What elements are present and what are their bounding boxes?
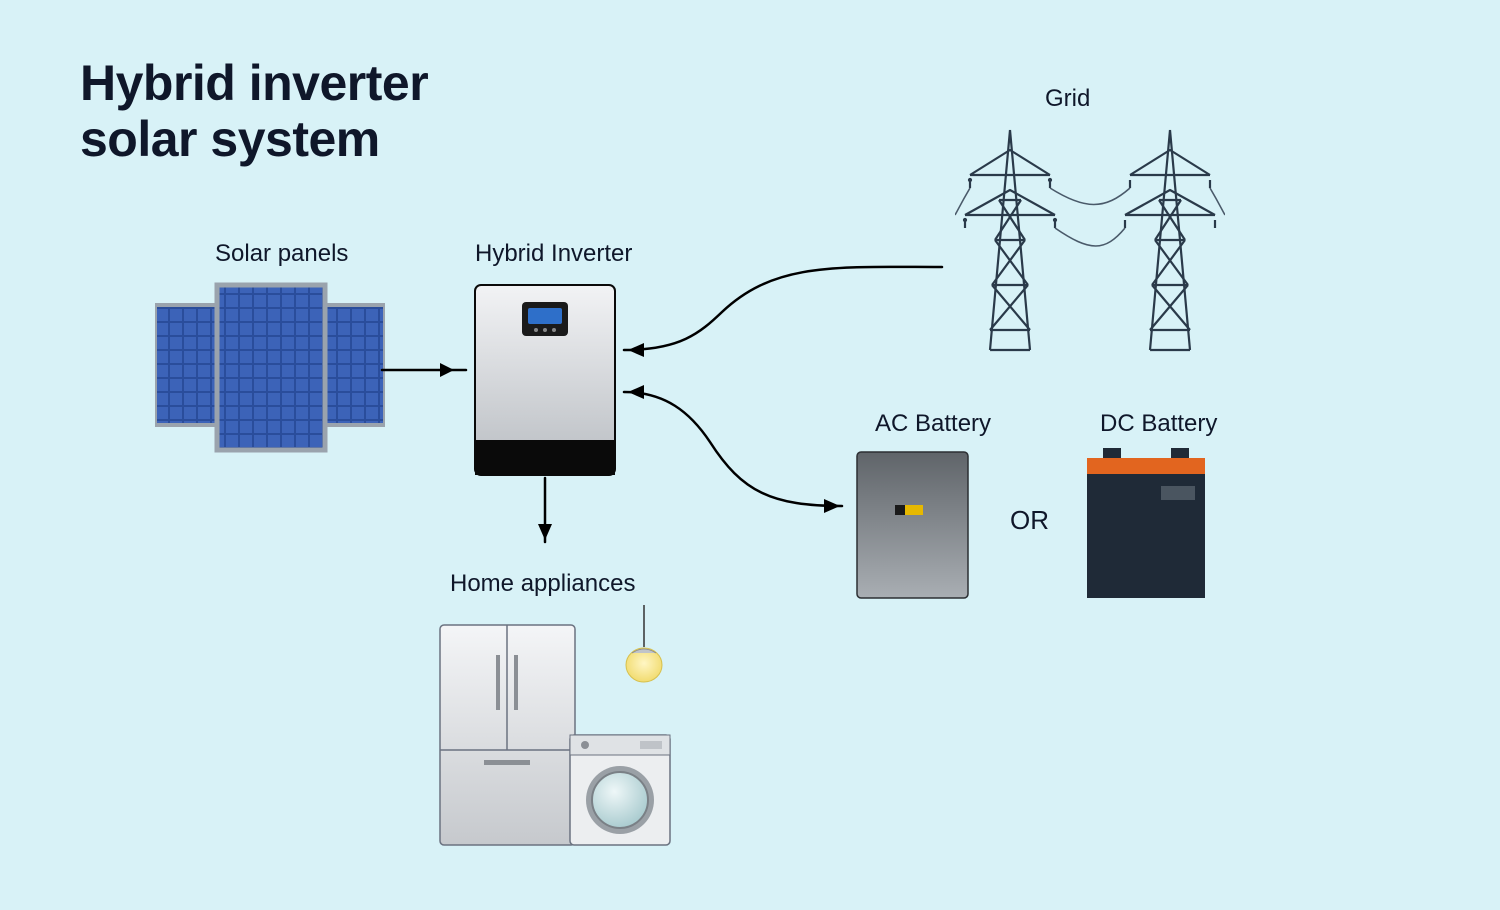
diagram-stage: Hybrid inverter solar system Solar panel… bbox=[0, 0, 1500, 910]
label-home-appliances: Home appliances bbox=[450, 570, 635, 598]
grid-towers-icon bbox=[955, 120, 1225, 365]
ac-battery-icon bbox=[855, 450, 970, 605]
solar-panels-icon bbox=[155, 280, 385, 465]
label-or: OR bbox=[1010, 505, 1049, 536]
label-solar-panels: Solar panels bbox=[215, 240, 348, 268]
page-title: Hybrid inverter solar system bbox=[80, 55, 428, 167]
label-hybrid-inverter: Hybrid Inverter bbox=[475, 240, 632, 268]
label-grid: Grid bbox=[1045, 85, 1090, 113]
dc-battery-icon bbox=[1085, 448, 1207, 605]
hybrid-inverter-icon bbox=[470, 280, 620, 485]
label-ac-battery: AC Battery bbox=[875, 410, 991, 438]
label-dc-battery: DC Battery bbox=[1100, 410, 1217, 438]
title-line2: solar system bbox=[80, 111, 380, 167]
home-appliances-icon bbox=[430, 605, 700, 870]
title-line1: Hybrid inverter bbox=[80, 55, 428, 111]
